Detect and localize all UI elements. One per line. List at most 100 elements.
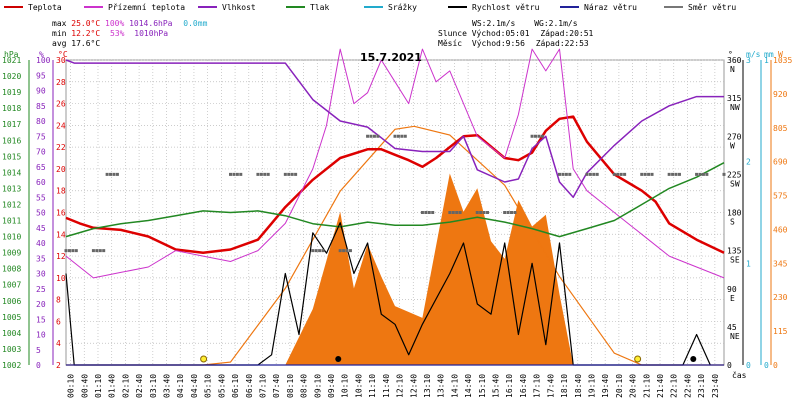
wind-direction-point xyxy=(595,172,599,176)
time-tick: 23:40 xyxy=(711,374,720,398)
time-axis-label: čas xyxy=(732,370,747,380)
c-tick: 6 xyxy=(56,317,61,326)
pct-tick: 15 xyxy=(36,315,46,324)
c-unit: °C xyxy=(58,50,68,59)
pct-tick: 75 xyxy=(36,132,46,141)
hpa-tick: 1009 xyxy=(2,249,21,258)
sunset-marker xyxy=(634,355,642,363)
w-tick: 0 xyxy=(773,361,778,370)
stats-min-row: min 12.2°C 53% 1010hPa xyxy=(52,29,168,38)
pct-tick: 90 xyxy=(36,87,46,96)
stat-min-hum: 53% xyxy=(110,29,125,38)
wind-direction-point xyxy=(91,249,95,253)
time-tick: 17:10 xyxy=(533,374,542,398)
series-line-Vlhkost xyxy=(65,59,724,199)
time-tick: 15:40 xyxy=(492,374,501,398)
time-tick: 07:40 xyxy=(272,374,281,398)
dir-name: NE xyxy=(730,332,740,341)
stats-max-row: max 25.0°C 100% 1014.6hPa 0.0mm xyxy=(52,19,207,28)
wind-direction-point xyxy=(695,172,699,176)
time-tick: 18:40 xyxy=(574,374,583,398)
w-tick: 1035 xyxy=(773,56,792,65)
time-tick: 21:40 xyxy=(656,374,665,398)
dir-name: W xyxy=(730,141,735,150)
hpa-tick: 1007 xyxy=(2,281,21,290)
solar-area xyxy=(66,125,724,366)
wind-direction-point xyxy=(568,172,572,176)
time-tick: 20:40 xyxy=(629,374,638,398)
stat-avg-label: avg xyxy=(52,39,67,48)
moonrise-value: Východ:9:56 xyxy=(471,39,525,48)
time-tick: 04:10 xyxy=(176,374,185,398)
hpa-unit: hPa xyxy=(4,50,19,59)
wind-direction-point xyxy=(366,134,370,138)
solar-theoretical-line xyxy=(66,125,724,366)
wind-direction-point xyxy=(540,134,544,138)
series-line-Teplota xyxy=(65,115,725,255)
wind-direction-point xyxy=(431,211,435,214)
moon-label: Měsíc xyxy=(438,39,463,48)
c-tick: 10 xyxy=(56,274,66,283)
wind-speed-readout: WS:2.1m/s WG:2.1m/s xyxy=(472,19,578,28)
wind-direction-point xyxy=(592,172,596,176)
time-tick: 23:10 xyxy=(697,374,706,398)
legend-swatch xyxy=(448,6,467,8)
wind-direction-point xyxy=(674,172,678,176)
time-tick: 05:10 xyxy=(204,374,213,398)
sun-label: Slunce xyxy=(438,29,467,38)
legend-label: Vlhkost xyxy=(222,2,256,12)
wind-direction-point xyxy=(537,134,541,138)
wind-direction-point xyxy=(455,211,459,214)
hpa-tick: 1010 xyxy=(2,233,21,242)
w-tick: 460 xyxy=(773,225,788,234)
wind-direction-point xyxy=(612,172,616,176)
ms-tick: 1 xyxy=(746,259,751,268)
hpa-tick: 1020 xyxy=(2,72,21,81)
wind-direction-point xyxy=(109,172,113,176)
legend-swatch xyxy=(286,6,305,8)
wind-direction-point xyxy=(112,172,116,176)
legend-swatch xyxy=(560,6,579,8)
pct-tick: 85 xyxy=(36,102,46,111)
time-tick: 20:10 xyxy=(615,374,624,398)
wind-direction-point xyxy=(671,172,675,176)
wind-direction-point xyxy=(677,172,681,176)
w-tick: 690 xyxy=(773,158,788,167)
hpa-tick: 1002 xyxy=(2,361,21,370)
pct-tick: 65 xyxy=(36,163,46,172)
c-tick: 22 xyxy=(56,143,66,152)
time-tick: 08:10 xyxy=(286,374,295,398)
time-tick: 17:40 xyxy=(546,374,555,398)
time-tick: 11:40 xyxy=(382,374,391,398)
time-axis: 00:10 00:40 01:10 01:40 02:10 02:40 03:10 03:40… xyxy=(67,370,747,398)
wind-direction-point xyxy=(342,249,346,253)
time-tick: 06:40 xyxy=(245,374,254,398)
time-tick: 22:10 xyxy=(670,374,679,398)
wind-direction-point xyxy=(314,249,318,253)
hpa-tick: 1015 xyxy=(2,152,21,161)
wind-direction-point xyxy=(403,134,407,138)
legend-item: Přízemní teplota xyxy=(84,2,185,12)
dir-tick: 270 xyxy=(727,132,742,141)
legend-swatch xyxy=(664,6,683,8)
time-tick: 09:10 xyxy=(313,374,322,398)
wind-direction-point xyxy=(588,172,592,176)
hpa-tick: 1008 xyxy=(2,265,21,274)
wind-direction-point xyxy=(372,134,376,138)
wind-direction-point xyxy=(486,211,490,214)
w-tick: 345 xyxy=(773,259,788,268)
pct-unit: % xyxy=(39,50,44,59)
legend-label: Směr větru xyxy=(688,2,737,12)
legend-label: Teplota xyxy=(28,2,62,12)
wind-direction-point xyxy=(705,172,709,176)
w-tick: 115 xyxy=(773,327,788,336)
legend-item: Vlhkost xyxy=(198,2,256,12)
wind-direction-point xyxy=(321,249,325,253)
legend-item: Srážky xyxy=(364,2,417,12)
wind-direction-point xyxy=(345,249,349,253)
c-tick: 12 xyxy=(56,252,66,261)
time-tick: 22:40 xyxy=(683,374,692,398)
wind-direction-point xyxy=(369,134,373,138)
ws-value: WS:2.1m/s xyxy=(472,19,516,28)
wind-direction-point xyxy=(424,211,428,214)
